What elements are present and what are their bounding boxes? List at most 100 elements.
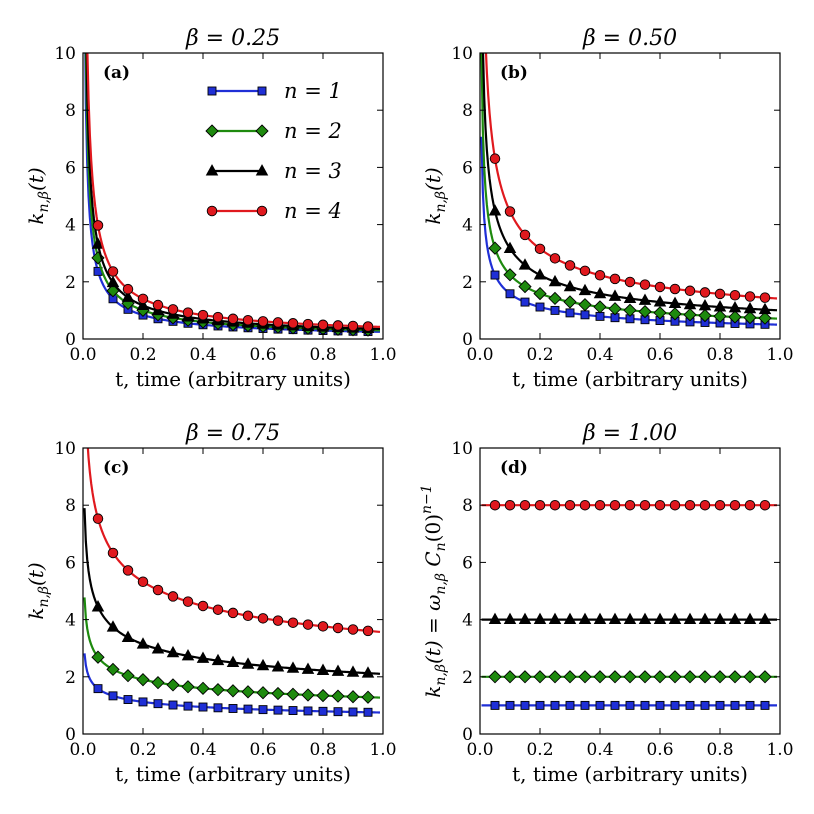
data-point: [565, 308, 575, 318]
data-point: [549, 253, 561, 264]
y-tick-label: 6: [462, 553, 473, 573]
x-tick-label: 0.0: [466, 345, 493, 365]
x-tick-label: 0.4: [189, 345, 216, 365]
series-n2: [481, 670, 777, 684]
panel-title: β = 0.50: [582, 26, 677, 51]
x-tick-label: 0.2: [526, 740, 553, 760]
y-tick-label: 10: [54, 439, 76, 459]
data-point: [257, 613, 269, 624]
data-point: [271, 686, 285, 701]
data-point: [518, 258, 532, 270]
data-point: [759, 292, 771, 303]
y-tick-label: 2: [65, 668, 76, 688]
data-point: [153, 699, 163, 709]
series-n3: [481, 612, 777, 625]
data-point: [212, 311, 224, 323]
data-point: [503, 612, 517, 625]
data-point: [212, 604, 224, 615]
data-point: [272, 317, 284, 328]
data-point: [317, 319, 329, 331]
data-point: [183, 701, 193, 711]
data-point: [243, 704, 253, 714]
data-point: [361, 690, 375, 704]
data-point: [684, 499, 696, 511]
x-tick-label: 0.6: [249, 740, 276, 760]
legend: n = 1 n = 2 n = 3 n = 4: [205, 79, 342, 223]
data-point: [271, 660, 285, 672]
panel-d: 0.0 0.2 0.4 0.6 0.8 1.0 0 2 4 6 8 10 β = 1.00 (d) t, t…: [419, 421, 794, 786]
data-point: [227, 313, 239, 325]
data-point: [683, 612, 697, 625]
series-n4: [484, 53, 778, 303]
panel-label: (d): [500, 458, 528, 478]
data-point: [490, 700, 500, 710]
data-point: [490, 270, 500, 280]
data-point: [241, 657, 255, 669]
data-point: [181, 648, 195, 661]
data-point: [714, 499, 726, 511]
legend-entry: n = 4: [206, 199, 342, 223]
legend-marker: [255, 164, 269, 176]
data-point: [623, 291, 637, 304]
data-point: [91, 600, 105, 612]
data-point: [624, 276, 636, 288]
data-point: [302, 619, 314, 630]
panel-title: β = 1.00: [582, 421, 677, 446]
data-point: [638, 612, 652, 625]
x-tick-label: 1.0: [369, 740, 396, 760]
data-point: [533, 670, 547, 684]
data-point: [639, 279, 651, 290]
data-point: [121, 668, 135, 683]
legend-entry: n = 2: [205, 119, 342, 143]
data-point: [287, 318, 299, 329]
data-point: [108, 691, 118, 701]
data-point: [519, 499, 531, 511]
data-point: [347, 624, 359, 635]
data-point: [138, 697, 148, 707]
data-point: [595, 700, 605, 710]
y-tick-label: 2: [462, 668, 473, 688]
data-point: [653, 295, 667, 307]
data-point: [122, 565, 134, 576]
data-point: [623, 303, 637, 317]
panel-label: (b): [500, 63, 528, 83]
y-tick-label: 0: [65, 725, 76, 745]
data-point: [488, 241, 502, 255]
data-point: [363, 707, 373, 717]
data-point: [241, 685, 255, 699]
data-point: [594, 269, 606, 281]
data-point: [758, 302, 772, 315]
data-point: [564, 499, 576, 511]
data-point: [534, 243, 546, 255]
data-point: [332, 320, 344, 331]
plot-frame: [479, 52, 781, 340]
panel-label: (a): [103, 63, 130, 83]
data-point: [331, 664, 345, 676]
legend-label: n = 3: [284, 159, 342, 183]
y-tick-label: 10: [451, 44, 473, 64]
data-point: [624, 499, 636, 511]
data-point: [758, 311, 772, 325]
data-point: [683, 308, 697, 322]
data-point: [578, 298, 592, 312]
x-tick-label: 0.2: [129, 345, 156, 365]
data-point: [533, 286, 547, 301]
panel-title: β = 0.25: [185, 26, 280, 51]
y-axis-label: kn,β(t): [24, 562, 52, 619]
data-point: [168, 700, 178, 710]
y-tick-label: 0: [462, 725, 473, 745]
data-point: [593, 300, 607, 314]
data-point: [228, 704, 238, 713]
data-point: [563, 670, 577, 684]
legend-marker: [255, 124, 269, 138]
data-point: [136, 298, 150, 310]
data-point: [713, 612, 727, 625]
data-point: [563, 612, 577, 625]
data-point: [256, 658, 270, 671]
data-point: [503, 241, 517, 254]
data-point: [623, 670, 637, 684]
data-point: [668, 612, 682, 625]
legend-entry: n = 3: [205, 159, 342, 183]
data-point: [550, 305, 560, 315]
